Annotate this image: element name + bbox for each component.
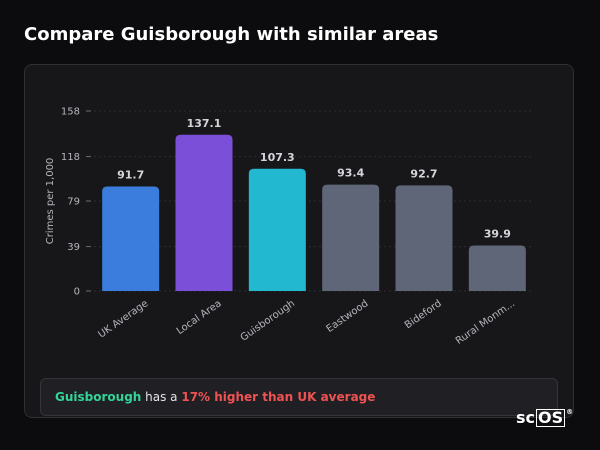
page-title: Compare Guisborough with similar areas xyxy=(24,24,439,45)
bar xyxy=(395,185,453,291)
summary-text: has a xyxy=(141,390,182,404)
x-tick-label: Eastwood xyxy=(324,298,370,335)
bar xyxy=(248,168,306,291)
x-tick-label: UK Average xyxy=(96,298,150,340)
y-tick-label: 0 xyxy=(74,287,80,298)
bar xyxy=(102,186,160,291)
bar-chart: 0 39 79 118 158 91.7 137.1 107.3 93.4 92.7 39.9 U… xyxy=(45,107,534,347)
bar-value-label: 107.3 xyxy=(260,151,295,164)
x-tick-label: Rural Monm... xyxy=(454,298,517,347)
summary-area: Guisborough xyxy=(55,390,142,404)
value-labels: 91.7 137.1 107.3 93.4 92.7 39.9 xyxy=(117,117,511,241)
bar-value-label: 137.1 xyxy=(187,117,222,130)
y-tick-label: 118 xyxy=(61,152,80,163)
y-axis-title: Crimes per 1,000 xyxy=(45,158,56,245)
x-tick-label: Bideford xyxy=(403,298,444,331)
brand-prefix: sc xyxy=(516,408,536,427)
grid-layer xyxy=(94,110,534,292)
summary-box: Guisborough has a 17% higher than UK ave… xyxy=(40,378,558,416)
bar-value-label: 39.9 xyxy=(484,228,511,241)
bar-value-label: 93.4 xyxy=(337,167,364,180)
bar xyxy=(468,245,526,291)
y-tick-label: 158 xyxy=(61,107,80,118)
brand-logo: sc OS ® xyxy=(516,408,573,427)
brand-boxed: OS xyxy=(536,408,566,427)
x-tick-label: Local Area xyxy=(175,298,224,337)
bar xyxy=(175,134,233,291)
brand-mark: ® xyxy=(566,408,574,416)
y-axis: 0 39 79 118 158 xyxy=(61,107,91,298)
summary-difference: 17% higher than UK average xyxy=(181,390,376,404)
x-tick-label: Guisborough xyxy=(239,298,297,343)
bar-value-label: 91.7 xyxy=(117,169,144,182)
y-tick-label: 79 xyxy=(67,197,80,208)
bars-layer xyxy=(102,134,526,291)
bar-value-label: 92.7 xyxy=(410,167,437,180)
bar xyxy=(322,184,380,291)
y-tick-label: 39 xyxy=(67,242,80,253)
x-axis: UK Average Local Area Guisborough Eastwood B… xyxy=(96,298,517,347)
